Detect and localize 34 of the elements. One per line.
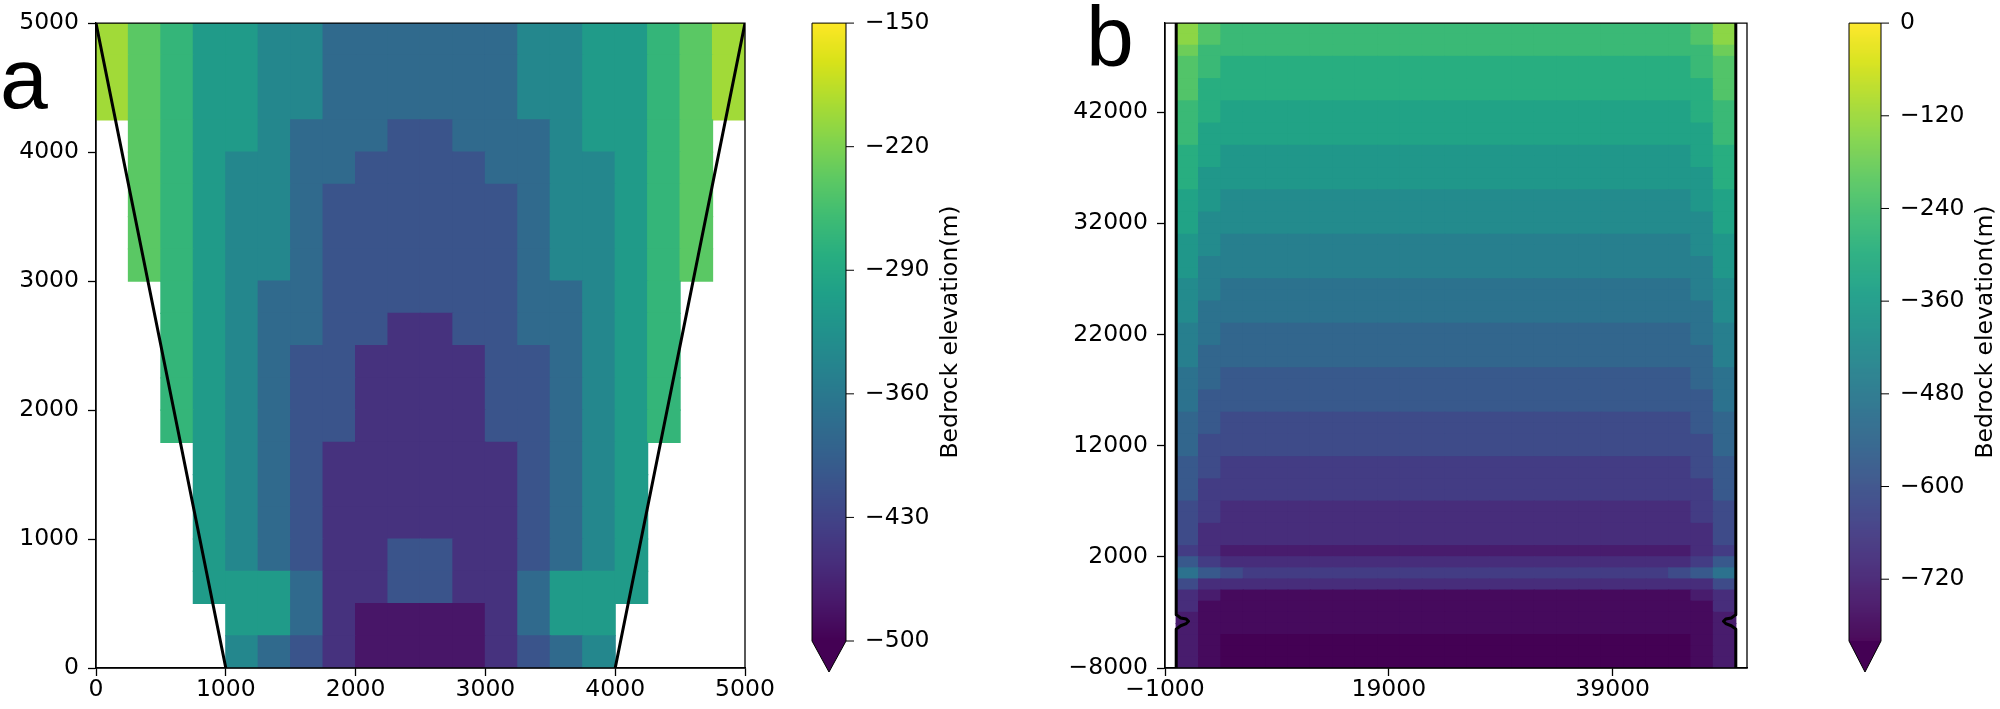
color-bar-label: 0: [1900, 7, 1915, 36]
color-bar-label: −430: [865, 501, 930, 530]
y-tick-label: 42000: [1073, 96, 1148, 125]
color-bar-label: −600: [1900, 470, 1965, 499]
y-tick-label: 22000: [1073, 318, 1148, 347]
x-tick-label: 2000: [325, 674, 386, 703]
color-bar-title: Bedrock elevation(m): [935, 205, 964, 459]
color-bar-label: −220: [865, 130, 930, 159]
y-tick-label: 2000: [1088, 540, 1148, 569]
y-tick-label: 2000: [19, 394, 79, 423]
y-tick-label: 3000: [19, 265, 79, 294]
y-tick-label: 32000: [1073, 207, 1148, 236]
x-tick-label: 19000: [1351, 674, 1427, 703]
text: b: [1086, 0, 1134, 84]
x-tick-label: 4000: [585, 674, 646, 703]
color-bar-label: −120: [1900, 99, 1965, 128]
color-bar-label: −720: [1900, 563, 1965, 592]
x-tick-label: 39000: [1575, 674, 1651, 703]
color-bar-label: −290: [865, 254, 930, 283]
color-bar-label: −240: [1900, 192, 1965, 221]
color-bar-title: Bedrock elevation(m): [1970, 205, 1999, 459]
x-tick-label: 1000: [195, 674, 256, 703]
color-bar-label: −360: [1900, 285, 1965, 314]
y-tick-label: 1000: [19, 523, 79, 552]
x-tick-label: 5000: [715, 674, 775, 703]
y-tick-label: 12000: [1073, 429, 1148, 458]
y-tick-label: 0: [64, 652, 79, 681]
color-bar-label: −500: [865, 625, 930, 654]
y-tick-label: 4000: [19, 136, 79, 165]
color-bar-label: −480: [1900, 377, 1965, 406]
x-tick-label: 0: [88, 674, 104, 703]
color-bar-label: −150: [865, 7, 930, 36]
color-bar-label: −360: [865, 377, 930, 406]
x-tick-label: 3000: [455, 674, 516, 703]
